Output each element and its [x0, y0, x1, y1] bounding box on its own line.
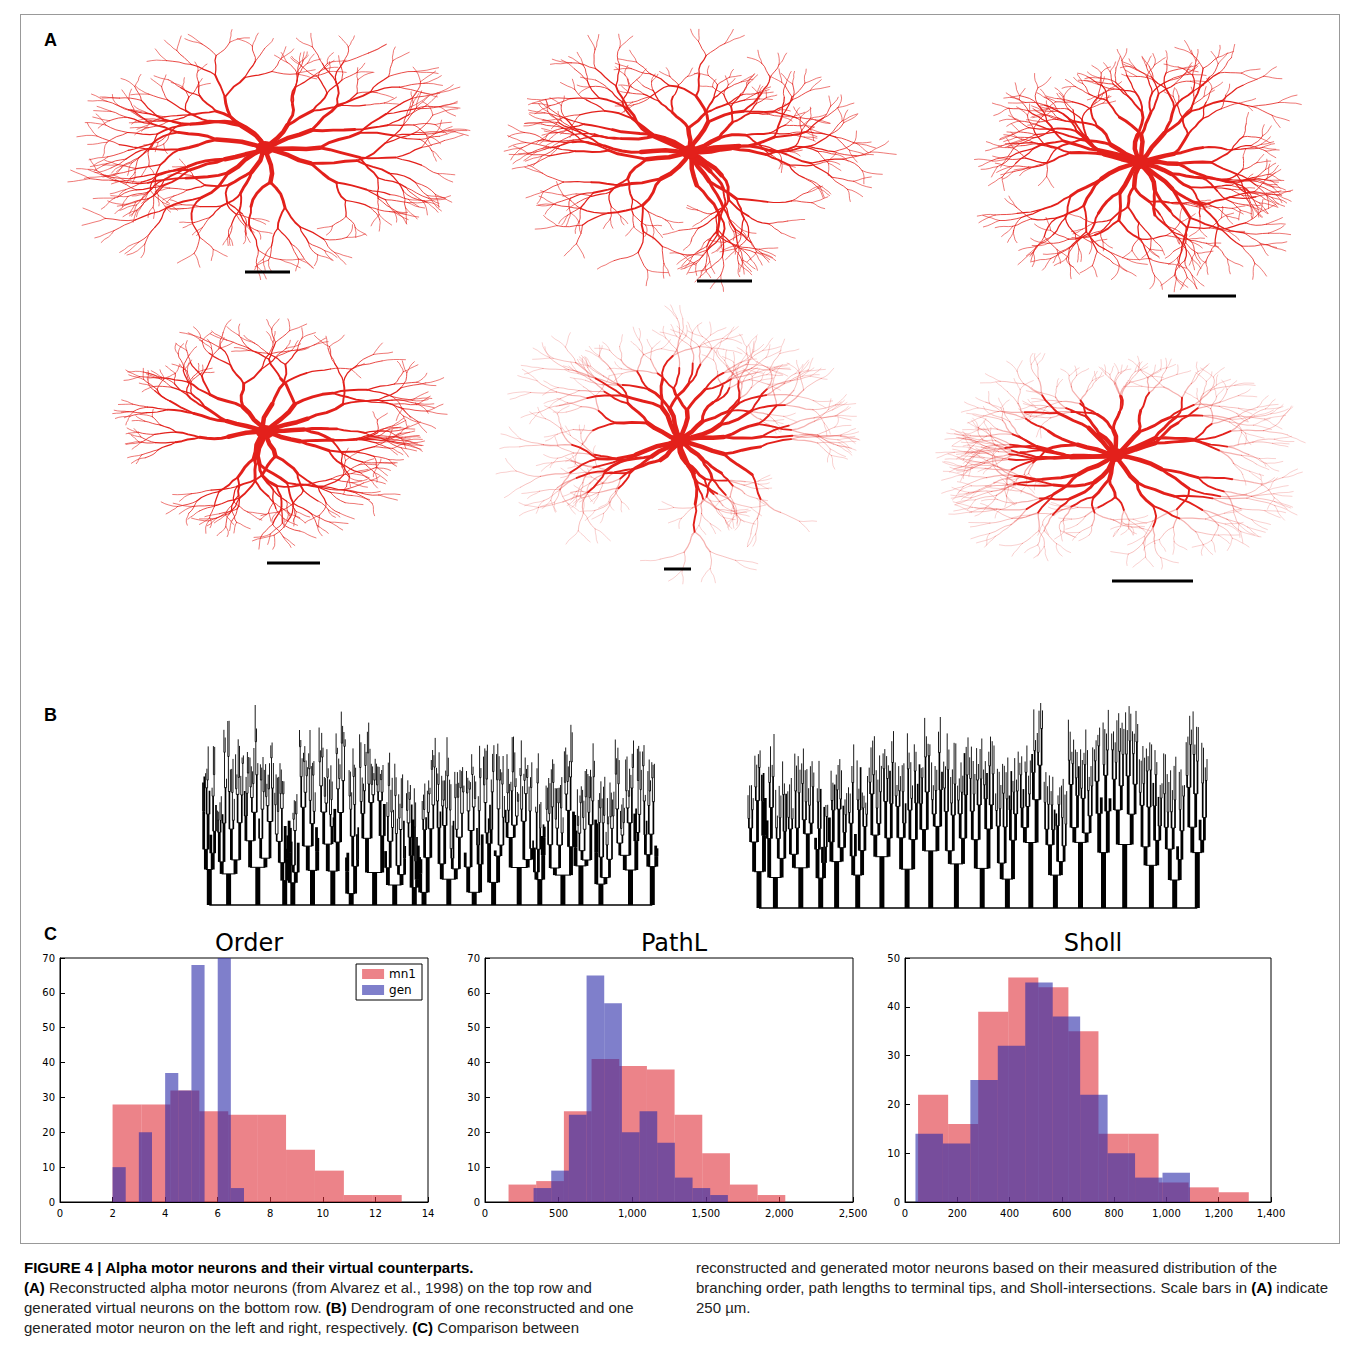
svg-text:6: 6: [215, 1208, 221, 1219]
svg-text:gen: gen: [389, 983, 412, 997]
svg-text:10: 10: [467, 1162, 480, 1173]
svg-text:Order: Order: [215, 929, 283, 957]
svg-text:40: 40: [42, 1057, 55, 1068]
svg-text:30: 30: [887, 1050, 900, 1061]
svg-text:2,000: 2,000: [765, 1208, 794, 1219]
html-text:A: A: [44, 30, 57, 50]
svg-text:2,500: 2,500: [839, 1208, 868, 1219]
svg-text:70: 70: [467, 953, 480, 964]
svg-text:30: 30: [42, 1092, 55, 1103]
svg-text:20: 20: [42, 1127, 55, 1138]
svg-text:800: 800: [1105, 1208, 1124, 1219]
svg-text:12: 12: [369, 1208, 382, 1219]
svg-text:1,400: 1,400: [1257, 1208, 1286, 1219]
html-text:FIGURE 4 | Alpha motor neurons: FIGURE 4 | Alpha motor neurons and their…: [24, 1259, 474, 1276]
svg-text:1,500: 1,500: [691, 1208, 720, 1219]
svg-text:mn1: mn1: [389, 967, 416, 981]
svg-text:1,200: 1,200: [1204, 1208, 1233, 1219]
html-text:B: B: [44, 705, 57, 725]
svg-text:0: 0: [474, 1197, 480, 1208]
svg-text:400: 400: [1000, 1208, 1019, 1219]
svg-text:Sholl: Sholl: [1064, 929, 1122, 957]
svg-text:40: 40: [467, 1057, 480, 1068]
svg-text:4: 4: [162, 1208, 168, 1219]
html-text:(A) Reconstructed alpha motor: (A) Reconstructed alpha motor neurons (f…: [24, 1259, 1328, 1336]
svg-text:10: 10: [887, 1148, 900, 1159]
svg-text:0: 0: [894, 1197, 900, 1208]
svg-text:50: 50: [467, 1022, 480, 1033]
svg-text:50: 50: [42, 1022, 55, 1033]
svg-text:60: 60: [467, 987, 480, 998]
svg-text:2: 2: [109, 1208, 115, 1219]
svg-text:70: 70: [42, 953, 55, 964]
svg-text:8: 8: [267, 1208, 273, 1219]
svg-text:10: 10: [42, 1162, 55, 1173]
svg-text:60: 60: [42, 987, 55, 998]
svg-text:50: 50: [887, 953, 900, 964]
svg-text:600: 600: [1052, 1208, 1071, 1219]
html-text:C: C: [44, 924, 57, 944]
svg-text:30: 30: [467, 1092, 480, 1103]
svg-text:1,000: 1,000: [618, 1208, 647, 1219]
svg-text:10: 10: [316, 1208, 329, 1219]
svg-text:PathL: PathL: [641, 929, 708, 957]
svg-text:14: 14: [422, 1208, 435, 1219]
svg-text:1,000: 1,000: [1152, 1208, 1181, 1219]
svg-text:500: 500: [549, 1208, 568, 1219]
svg-text:0: 0: [902, 1208, 908, 1219]
svg-text:0: 0: [49, 1197, 55, 1208]
svg-text:0: 0: [57, 1208, 63, 1219]
svg-text:40: 40: [887, 1001, 900, 1012]
svg-text:200: 200: [948, 1208, 967, 1219]
svg-text:20: 20: [887, 1099, 900, 1110]
svg-text:0: 0: [482, 1208, 488, 1219]
svg-text:20: 20: [467, 1127, 480, 1138]
